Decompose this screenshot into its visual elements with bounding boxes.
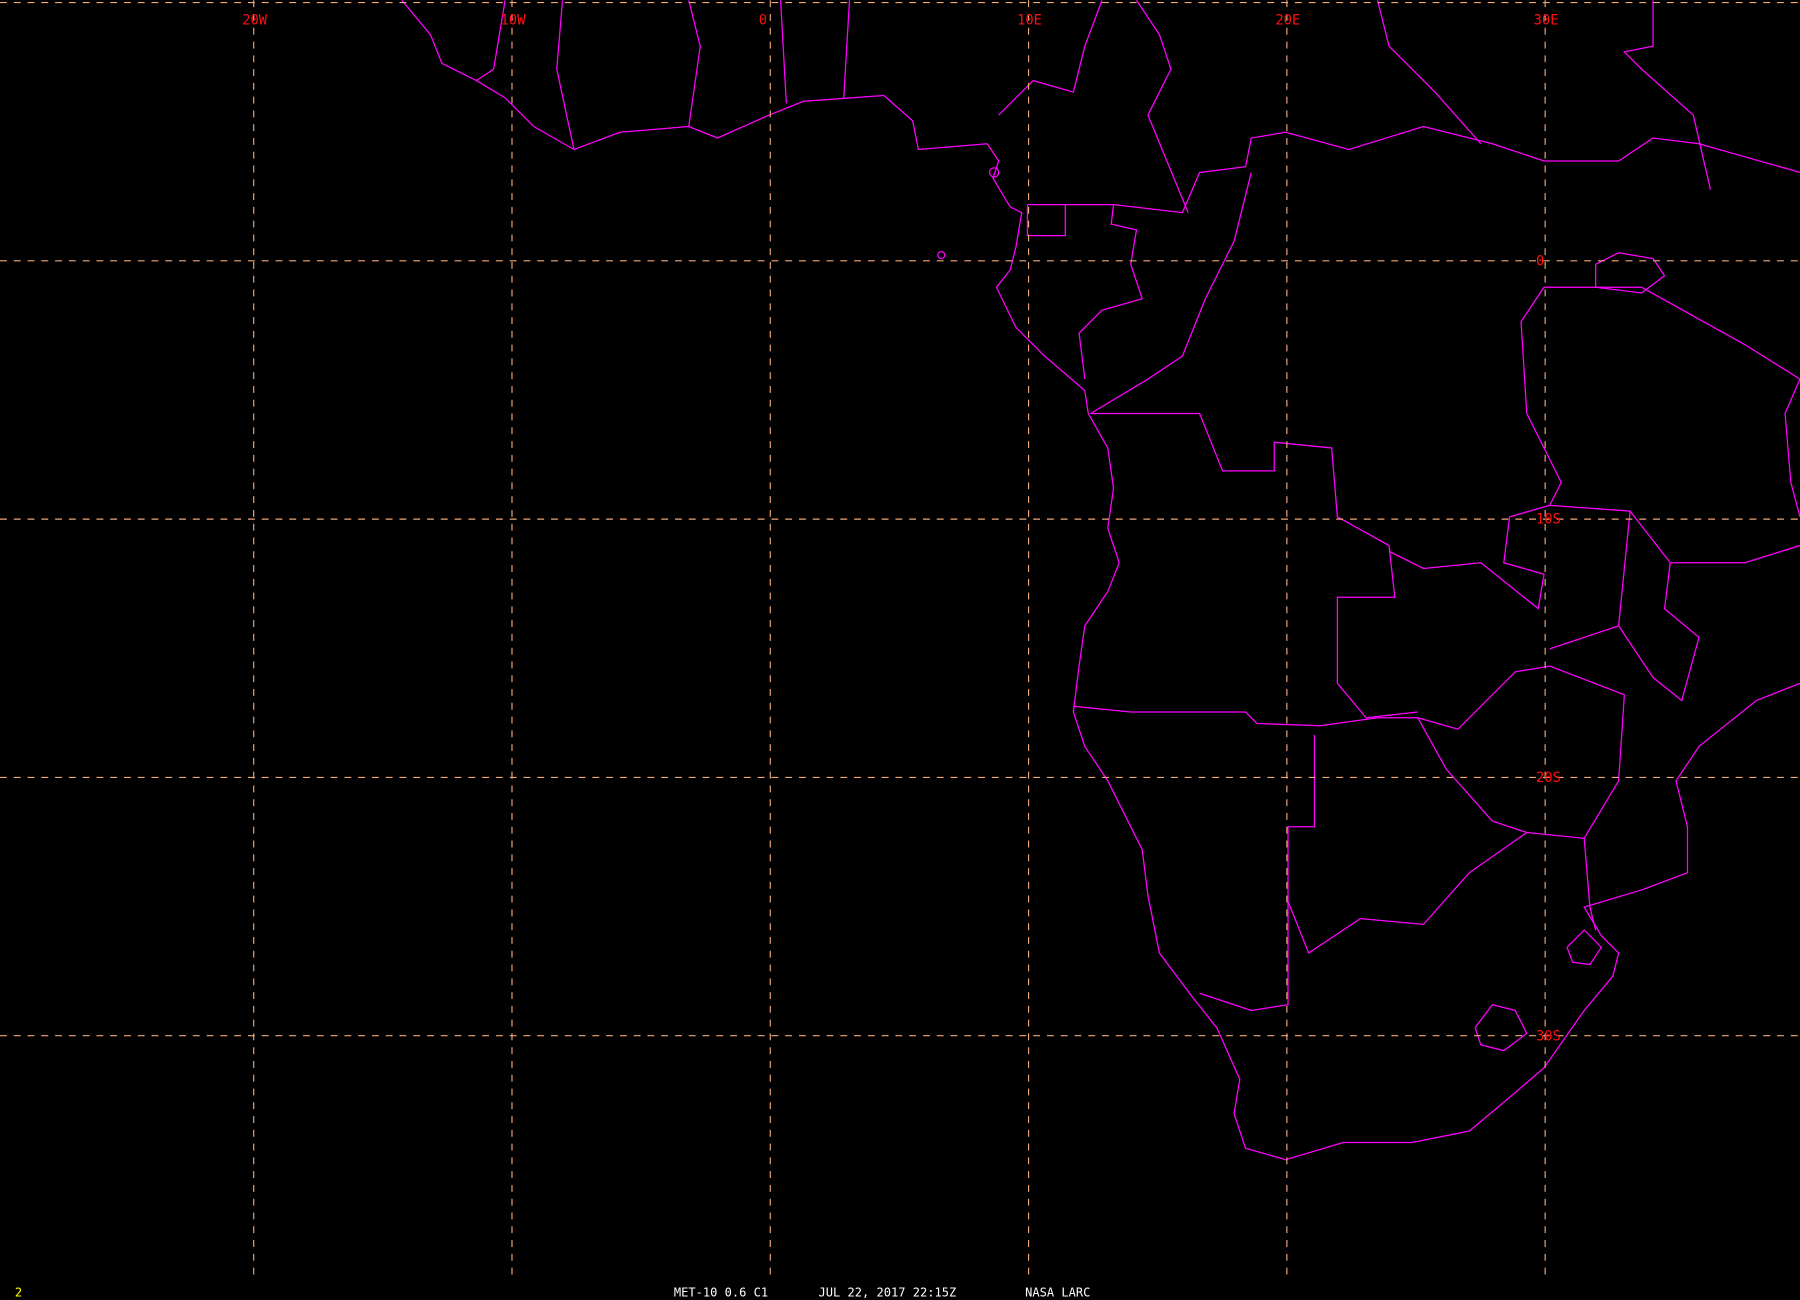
boundary-line: [1135, 0, 1189, 213]
image-datetime: JUL 22, 2017 22:15Z: [818, 1285, 956, 1299]
latitude-label: 10S: [1536, 512, 1561, 528]
boundary-line: [998, 0, 1103, 116]
boundary-line: [1544, 286, 1800, 380]
frame-number: 2: [15, 1285, 22, 1299]
coastlines-and-borders: [401, 0, 1800, 1161]
longitude-label: 10E: [1017, 12, 1042, 28]
boundary-line: [843, 0, 851, 98]
boundary-line: [1474, 1004, 1528, 1052]
boundary-line: [1078, 204, 1144, 380]
boundary-line: [1287, 831, 1597, 955]
boundary-line: [1549, 625, 1619, 650]
latitude-label: 20S: [1536, 770, 1561, 786]
grid-labels: 20W 10W 0 10E 20E 30E 0 10S 20S 30S: [242, 12, 1561, 1044]
boundary-line: [556, 0, 575, 150]
boundary-line: [1623, 0, 1712, 190]
boundary-line: [1090, 172, 1252, 415]
boundary-line: [1090, 412, 1418, 719]
boundary-line: [1417, 717, 1527, 834]
latitude-label: 0: [1536, 253, 1544, 269]
longitude-label: 30E: [1534, 12, 1559, 28]
boundary-line: [401, 0, 1800, 1161]
satellite-channel: MET-10 0.6 C1: [674, 1285, 768, 1299]
boundary-line: [1520, 286, 1562, 506]
boundary-line: [779, 0, 787, 104]
boundary-line: [1073, 665, 1550, 730]
boundary-line: [1784, 378, 1800, 517]
boundary-line: [1549, 665, 1626, 839]
longitude-label: 10W: [501, 12, 527, 28]
data-source: NASA LARC: [1025, 1285, 1090, 1299]
longitude-label: 0: [759, 12, 767, 28]
longitude-label: 20W: [242, 12, 268, 28]
boundary-line: [1595, 252, 1666, 294]
boundary-line: [1026, 204, 1066, 237]
latitude-label: 30S: [1536, 1028, 1561, 1044]
boundary-line: [1027, 125, 1800, 214]
island-outline: [988, 167, 1000, 178]
boundary-line: [476, 0, 506, 82]
boundary-line: [1388, 504, 1800, 610]
island-outline: [937, 251, 946, 260]
longitude-label: 20E: [1275, 12, 1300, 28]
boundary-line: [1199, 734, 1316, 1012]
boundary-line: [688, 0, 701, 127]
boundary-line: [1566, 929, 1603, 966]
boundary-line: [1376, 0, 1482, 145]
